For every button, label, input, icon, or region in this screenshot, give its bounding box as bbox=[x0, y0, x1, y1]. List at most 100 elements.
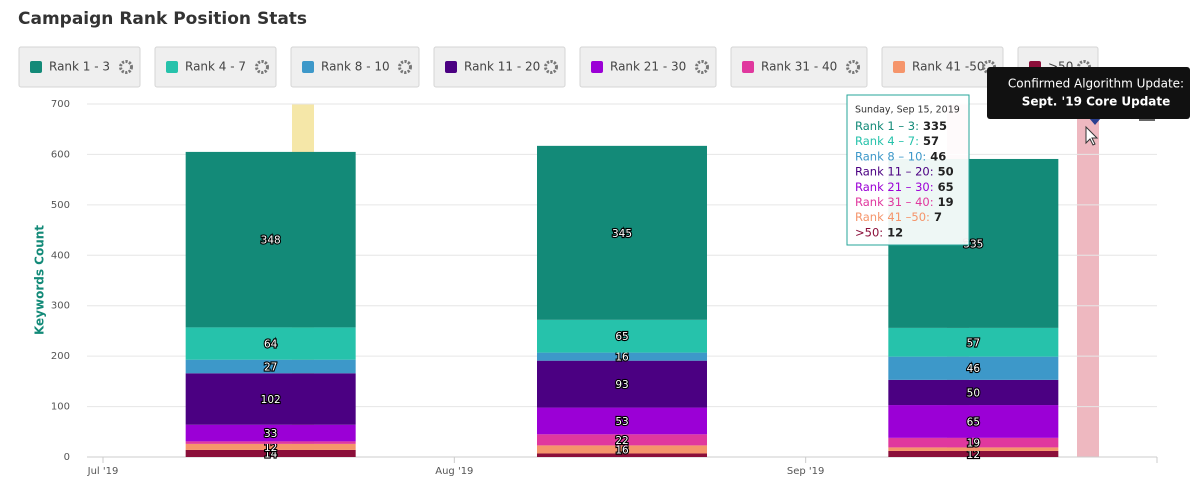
annotation-line: Sept. '19 Core Update bbox=[1022, 95, 1171, 109]
legend-swatch bbox=[445, 61, 457, 73]
data-label: 93 bbox=[615, 379, 628, 391]
legend-label: Rank 1 - 3 bbox=[49, 60, 110, 74]
bar-segment bbox=[888, 447, 1059, 451]
x-tick-label: Aug '19 bbox=[435, 466, 473, 477]
data-label: 12 bbox=[967, 449, 980, 461]
bar-segment bbox=[185, 373, 356, 425]
y-tick-label: 0 bbox=[64, 452, 70, 463]
tooltip-row: Rank 8 – 10: 46 bbox=[855, 149, 946, 163]
menu-icon[interactable] bbox=[1139, 118, 1155, 121]
y-tick-label: 400 bbox=[51, 250, 70, 261]
tooltip-series: Rank 21 – 30: bbox=[855, 179, 934, 193]
gear-icon bbox=[695, 60, 709, 74]
tooltip-row: Rank 1 – 3: 335 bbox=[855, 119, 947, 133]
data-label: 348 bbox=[261, 235, 281, 247]
tooltip-value: 65 bbox=[938, 179, 954, 193]
data-label: 57 bbox=[967, 337, 980, 349]
bar-segment bbox=[185, 441, 356, 444]
legend-button[interactable] bbox=[18, 46, 141, 88]
data-label: 12 bbox=[264, 442, 277, 454]
tooltip-series: Rank 8 – 10: bbox=[855, 149, 926, 163]
x-tick-label: Jul '19 bbox=[87, 466, 119, 477]
tooltip-row: Rank 4 – 7: 57 bbox=[855, 134, 939, 148]
tooltip: Sunday, Sep 15, 2019 Rank 1 – 3: 335Rank … bbox=[846, 94, 970, 246]
bar-segment bbox=[888, 437, 1059, 448]
legend-label: Rank 31 - 40 bbox=[761, 60, 837, 74]
bar-segment bbox=[888, 405, 1059, 438]
data-label: 65 bbox=[967, 416, 980, 428]
data-label: 64 bbox=[264, 339, 278, 351]
data-label: 102 bbox=[261, 394, 281, 406]
bar-segment bbox=[888, 356, 1059, 380]
tooltip-row: >50: 12 bbox=[855, 225, 903, 239]
tooltip-series: Rank 11 – 20: bbox=[855, 164, 934, 178]
tooltip-box bbox=[846, 94, 970, 246]
legend-button[interactable] bbox=[730, 46, 868, 88]
event-band bbox=[1077, 104, 1099, 457]
y-tick-label: 700 bbox=[51, 99, 70, 110]
data-label: 19 bbox=[967, 438, 980, 450]
legend-swatch bbox=[742, 61, 754, 73]
bar-segment bbox=[537, 319, 707, 353]
tooltip-series: Rank 31 – 40: bbox=[855, 195, 934, 209]
legend-swatch bbox=[591, 61, 603, 73]
data-label: 16 bbox=[615, 444, 629, 456]
tooltip-series: Rank 41 –50: bbox=[855, 210, 930, 224]
legend-button[interactable] bbox=[154, 46, 277, 88]
annotation: Confirmed Algorithm Update: Sept. '19 Co… bbox=[987, 67, 1190, 119]
chart-title: Campaign Rank Position Stats bbox=[18, 9, 307, 29]
tooltip-value: 57 bbox=[923, 134, 939, 148]
data-label: 65 bbox=[615, 331, 628, 343]
tooltip-row: Rank 21 – 30: 65 bbox=[855, 179, 954, 193]
bar-segment bbox=[888, 379, 1059, 406]
y-tick-label: 600 bbox=[51, 149, 70, 160]
legend-swatch bbox=[166, 61, 178, 73]
legend-label: Rank 4 - 7 bbox=[185, 60, 246, 74]
tooltip-series: Rank 1 – 3: bbox=[855, 119, 919, 133]
bar-segment bbox=[537, 407, 707, 435]
gear-icon bbox=[119, 60, 133, 74]
tooltip-value: 7 bbox=[934, 210, 942, 224]
bar-segment bbox=[185, 449, 356, 457]
legend-button[interactable] bbox=[433, 46, 566, 88]
data-label: 27 bbox=[264, 361, 277, 373]
legend-label: Rank 21 - 30 bbox=[610, 60, 686, 74]
y-tick-label: 300 bbox=[51, 301, 70, 312]
legend-swatch bbox=[893, 61, 905, 73]
bar-segment bbox=[888, 327, 1059, 357]
bar-segment bbox=[537, 352, 707, 361]
bar-segment bbox=[185, 424, 356, 442]
data-label: 50 bbox=[967, 387, 980, 399]
data-label: 33 bbox=[264, 428, 277, 440]
legend-swatch bbox=[302, 61, 314, 73]
tooltip-value: 19 bbox=[938, 195, 954, 209]
y-axis-label: Keywords Count bbox=[33, 225, 47, 335]
gear-icon bbox=[846, 60, 860, 74]
bar-segment bbox=[537, 434, 707, 446]
tooltip-title: Sunday, Sep 15, 2019 bbox=[855, 105, 960, 116]
legend-button[interactable] bbox=[579, 46, 717, 88]
bar-segment bbox=[185, 327, 356, 360]
gear-icon bbox=[255, 60, 269, 74]
tooltip-series: Rank 4 – 7: bbox=[855, 134, 919, 148]
data-label: 16 bbox=[615, 352, 629, 364]
legend-button[interactable] bbox=[290, 46, 420, 88]
annotation-box bbox=[987, 67, 1190, 119]
tooltip-row: Rank 31 – 40: 19 bbox=[855, 195, 954, 209]
bar-segment bbox=[185, 359, 356, 374]
tooltip-series: >50: bbox=[855, 225, 883, 239]
data-label: 345 bbox=[612, 228, 632, 240]
bar-segment bbox=[537, 145, 707, 320]
tooltip-value: 335 bbox=[923, 119, 947, 133]
tooltip-value: 50 bbox=[938, 164, 954, 178]
x-tick-label: Sep '19 bbox=[787, 466, 825, 477]
bar-segment bbox=[185, 151, 356, 328]
legend-label: Rank 41 -50 bbox=[912, 60, 984, 74]
gear-icon bbox=[398, 60, 412, 74]
bar-segment bbox=[185, 443, 356, 450]
tooltip-row: Rank 41 –50: 7 bbox=[855, 210, 942, 224]
bar-segment bbox=[537, 445, 707, 454]
annotation-line: Confirmed Algorithm Update: bbox=[1008, 77, 1184, 91]
plot: 0 100 200 300 400 500 600 700 Jul '19 Aug '19 Sep … bbox=[51, 99, 1158, 477]
